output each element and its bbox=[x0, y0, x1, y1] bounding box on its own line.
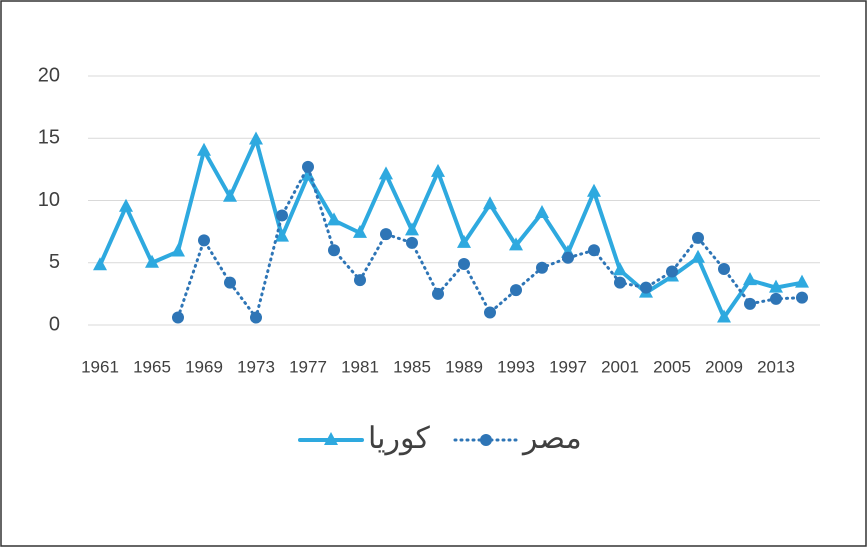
marker bbox=[353, 224, 367, 238]
x-tick-label: 2013 bbox=[757, 357, 795, 376]
marker bbox=[744, 297, 756, 310]
y-tick-label: 20 bbox=[38, 64, 60, 86]
x-tick-label: 1989 bbox=[445, 357, 483, 376]
marker bbox=[588, 244, 600, 257]
x-tick-label: 2001 bbox=[601, 357, 639, 376]
marker bbox=[198, 234, 210, 247]
x-tick-label: 1969 bbox=[185, 357, 223, 376]
marker bbox=[666, 265, 678, 278]
marker bbox=[145, 254, 159, 268]
marker bbox=[614, 276, 626, 289]
x-tick-label: 1973 bbox=[237, 357, 275, 376]
marker bbox=[562, 251, 574, 264]
marker bbox=[379, 166, 393, 180]
marker bbox=[328, 244, 340, 257]
marker bbox=[405, 222, 419, 236]
marker bbox=[770, 292, 782, 305]
legend-label: كوريا bbox=[368, 422, 430, 456]
marker bbox=[795, 274, 809, 288]
x-tick-label: 1997 bbox=[549, 357, 587, 376]
y-tick-label: 10 bbox=[38, 189, 60, 211]
marker bbox=[301, 167, 315, 181]
marker bbox=[613, 262, 627, 276]
x-tick-label: 1993 bbox=[497, 357, 535, 376]
x-tick-label: 1985 bbox=[393, 357, 431, 376]
marker bbox=[640, 281, 652, 294]
marker bbox=[587, 183, 601, 197]
marker bbox=[796, 291, 808, 304]
marker bbox=[93, 257, 107, 271]
x-tick-label: 2005 bbox=[653, 357, 691, 376]
marker bbox=[119, 198, 133, 212]
marker bbox=[275, 228, 289, 242]
marker bbox=[484, 306, 496, 319]
marker bbox=[691, 249, 705, 263]
y-tick-label: 5 bbox=[49, 251, 60, 273]
marker bbox=[509, 237, 523, 251]
marker bbox=[717, 309, 731, 323]
marker bbox=[743, 272, 757, 286]
marker bbox=[354, 274, 366, 287]
y-tick-label: 0 bbox=[49, 313, 60, 335]
marker bbox=[432, 287, 444, 300]
marker bbox=[276, 209, 288, 222]
marker bbox=[197, 142, 211, 156]
marker bbox=[223, 188, 237, 202]
marker bbox=[171, 243, 185, 257]
marker bbox=[431, 163, 445, 177]
marker bbox=[302, 160, 314, 173]
marker bbox=[483, 196, 497, 210]
marker bbox=[458, 257, 470, 270]
x-tick-label: 2009 bbox=[705, 357, 743, 376]
x-tick-label: 1981 bbox=[341, 357, 379, 376]
marker bbox=[769, 279, 783, 293]
x-tick-label: 1977 bbox=[289, 357, 327, 376]
marker bbox=[406, 236, 418, 249]
marker bbox=[718, 262, 730, 275]
marker bbox=[249, 131, 263, 145]
marker bbox=[172, 311, 184, 324]
marker bbox=[692, 231, 704, 244]
series-line bbox=[98, 137, 804, 320]
marker bbox=[250, 311, 262, 324]
marker bbox=[327, 212, 341, 226]
legend-marker bbox=[480, 434, 492, 446]
marker bbox=[536, 261, 548, 274]
legend-label: مصر bbox=[521, 422, 582, 456]
x-tick-label: 1961 bbox=[81, 357, 119, 376]
marker bbox=[510, 284, 522, 297]
marker bbox=[224, 276, 236, 289]
y-tick-label: 15 bbox=[38, 127, 60, 149]
marker bbox=[457, 234, 471, 248]
marker bbox=[380, 228, 392, 241]
marker bbox=[535, 204, 549, 218]
legend-marker bbox=[324, 432, 338, 445]
x-tick-label: 1965 bbox=[133, 357, 171, 376]
